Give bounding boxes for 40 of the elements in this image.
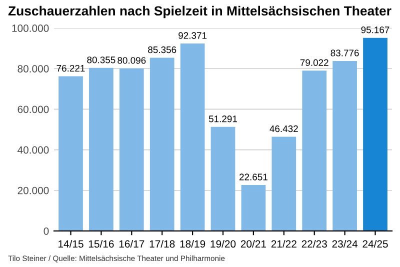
x-tick-label: 17/18	[150, 240, 175, 248]
data-label: 80.355	[87, 56, 116, 64]
x-tick-label: 15/16	[88, 240, 114, 248]
x-tick-label: 22/23	[302, 240, 327, 248]
data-label: 22.651	[239, 174, 268, 180]
y-tick-label: 100.000	[12, 24, 49, 32]
bar	[363, 38, 388, 231]
bar	[302, 70, 327, 231]
bar	[119, 68, 144, 231]
data-label: 76.221	[56, 64, 85, 72]
data-label: 79.022	[300, 59, 328, 66]
y-tick-label: 20.000	[18, 186, 49, 194]
x-tick-label: 24/25	[362, 240, 388, 248]
x-tick-label: 21/22	[271, 240, 296, 248]
data-label: 80.096	[118, 57, 146, 64]
data-label: 46.432	[270, 125, 298, 132]
bar	[210, 126, 236, 231]
x-tick-label: 16/17	[119, 240, 144, 248]
bar	[332, 60, 357, 231]
bar	[241, 184, 266, 231]
x-tick-label: 18/19	[180, 240, 206, 248]
bar	[150, 58, 174, 231]
x-tick-label: 23/24	[332, 240, 358, 248]
y-tick-label: 60.000	[18, 106, 49, 114]
bar	[58, 76, 83, 231]
chart-title: Zuschauerzahlen nach Spielzeit in Mittelsächsischen Theater	[8, 6, 392, 18]
y-tick-label: 80.000	[18, 65, 49, 72]
data-label: 95.167	[361, 26, 390, 34]
x-tick-label: 14/15	[58, 240, 84, 248]
bar	[89, 68, 114, 231]
data-label: 51.291	[208, 116, 237, 122]
bar	[272, 136, 296, 231]
x-tick-label: 20/21	[240, 240, 266, 248]
y-tick-label: 0	[44, 227, 49, 235]
data-label: 92.371	[178, 32, 207, 39]
y-tick-label: 40.000	[18, 146, 49, 154]
data-label: 83.776	[330, 50, 359, 56]
x-tick-label: 19/20	[210, 240, 236, 248]
data-label: 85.356	[148, 46, 176, 54]
bar	[180, 44, 205, 231]
